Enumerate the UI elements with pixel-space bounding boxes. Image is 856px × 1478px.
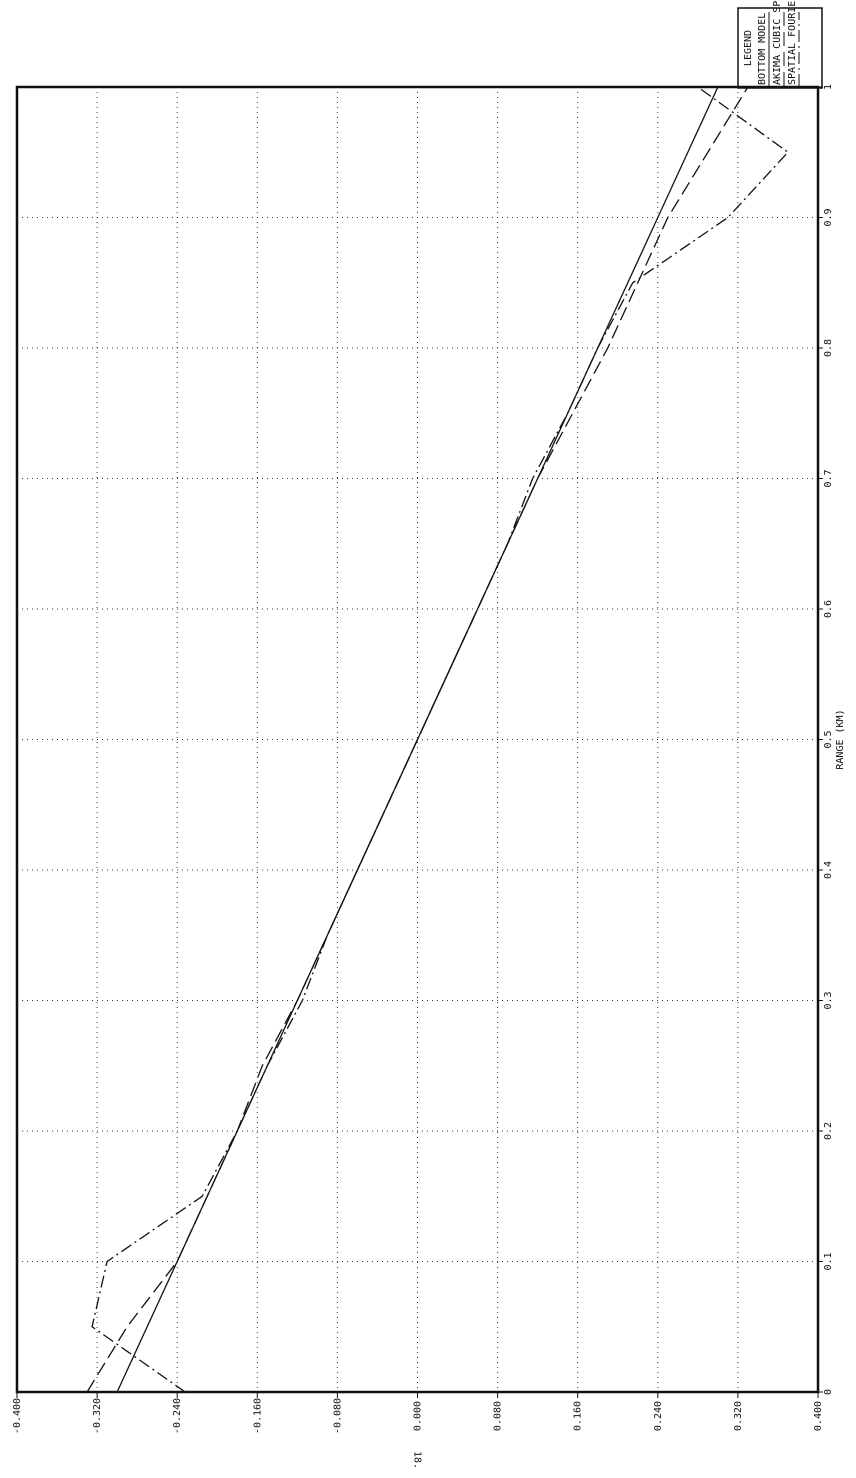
y-tick-label: 0.160 [573,1401,584,1431]
x-tick-label: 0.4 [823,861,834,879]
y-tick-label: 0.320 [733,1401,744,1431]
x-tick-label: 0.2 [823,1122,834,1140]
y-tick-label: -0.320 [92,1398,103,1434]
legend-label: SPATIAL FOURIER SERIES [787,0,798,85]
series-line [91,86,789,1393]
y-tick-label: -0.160 [252,1398,263,1434]
y-tick-label: -0.080 [332,1398,343,1434]
x-tick-label: 0.9 [823,208,834,226]
legend-title: LEGEND [743,30,754,66]
y-axis-label: 18. [412,1451,423,1469]
plot-frame [15,85,820,1394]
x-tick-label: 1 [823,84,834,90]
legend-label: AKIMA CUBIC SPLINE [772,0,783,85]
x-tick-label: 0.1 [823,1252,834,1270]
x-axis-label: RANGE (KM) [835,709,846,769]
legend-label: BOTTOM MODEL [757,13,768,85]
x-tick-label: 0.3 [823,991,834,1009]
x-tick-label: 0.6 [823,600,834,618]
y-tick-label: -0.240 [172,1398,183,1434]
y-tick-label: -0.400 [12,1398,23,1434]
x-tick-label: 0.8 [823,339,834,357]
y-tick-label: 0.240 [653,1401,664,1431]
x-tick-label: 0.5 [823,730,834,748]
x-tick-label: 0 [823,1389,834,1395]
y-tick-label: 0.400 [813,1401,824,1431]
y-tick-label: 0.000 [413,1401,424,1431]
x-tick-label: 0.7 [823,469,834,487]
y-tick-label: 0.080 [493,1401,504,1431]
